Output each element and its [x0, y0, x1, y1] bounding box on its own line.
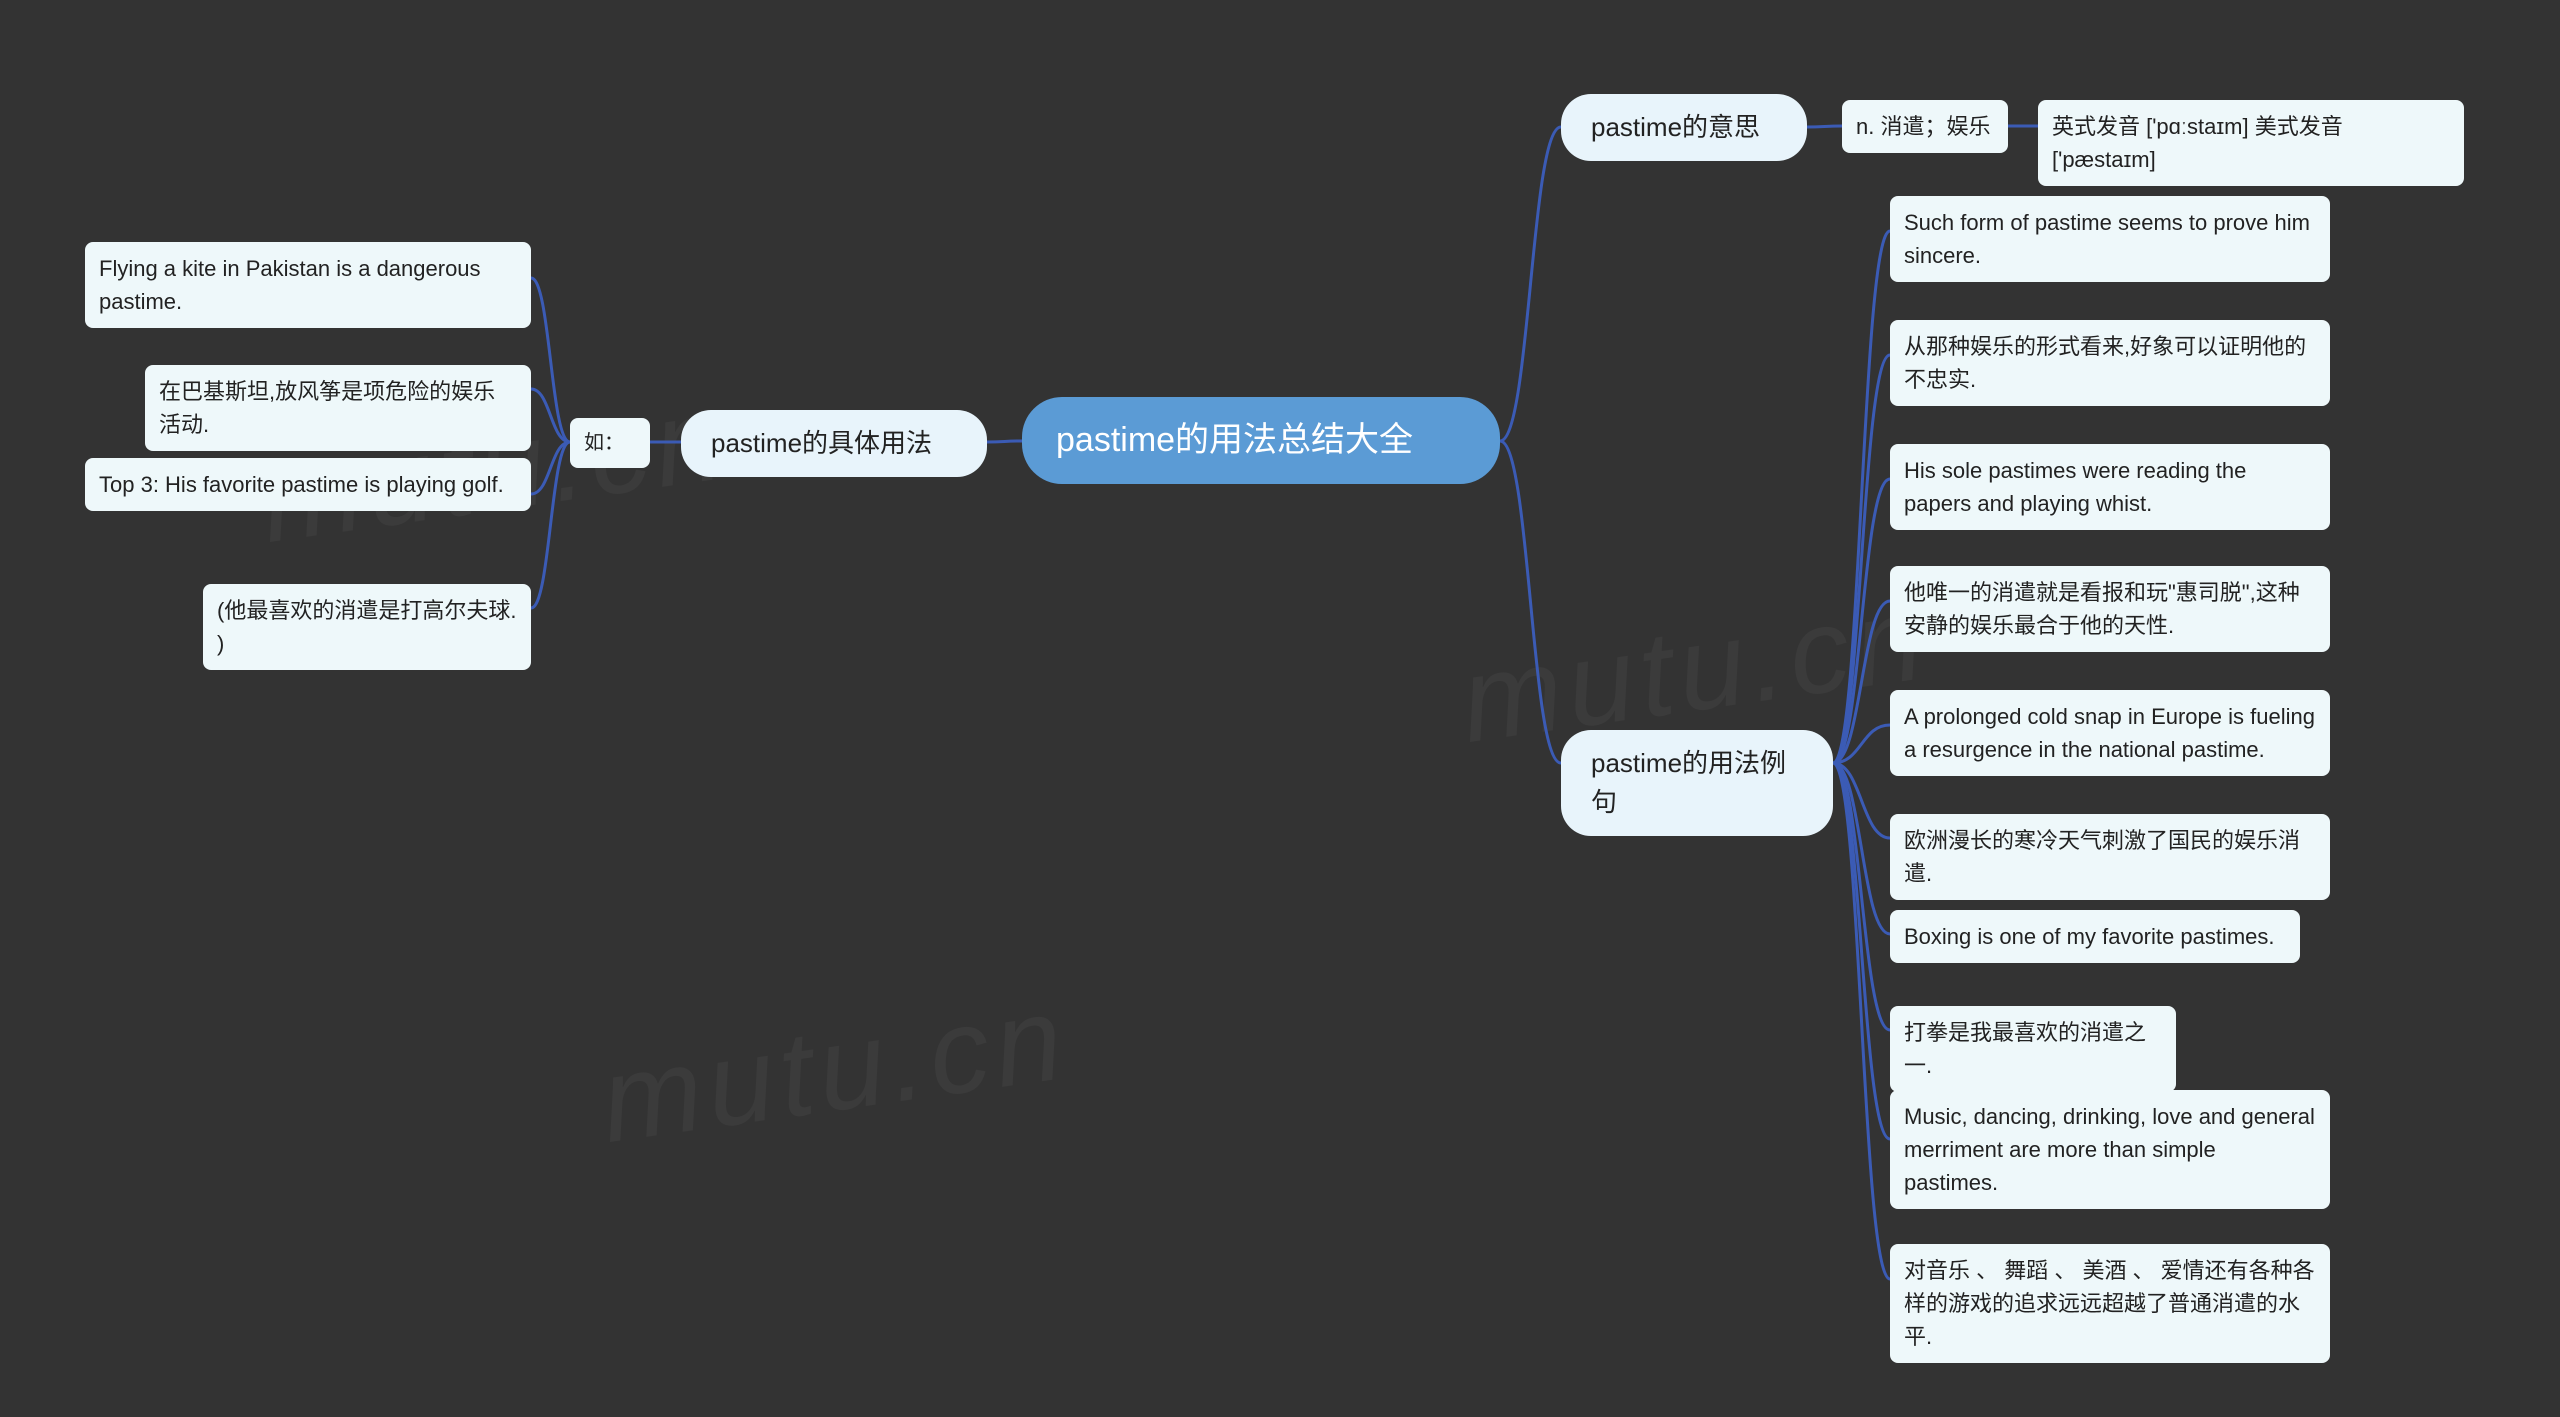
leaf-ex-6: 欧洲漫长的寒冷天气刺激了国民的娱乐消遣.	[1890, 814, 2330, 900]
leaf-meaning-2: 英式发音 ['pɑːstaɪm] 美式发音 ['pæstaɪm]	[2038, 100, 2464, 186]
leaf-usage-4: (他最喜欢的消遣是打高尔夫球. )	[203, 584, 531, 670]
branch-examples: pastime的用法例句	[1561, 730, 1833, 836]
leaf-usage-3: Top 3: His favorite pastime is playing g…	[85, 458, 531, 511]
mindmap-canvas: mutu.cn mutu.cn mutu.cn pastime的用法总结大全 p…	[0, 0, 2560, 1417]
watermark: mutu.cn	[593, 968, 1077, 1170]
leaf-ex-1: Such form of pastime seems to prove him …	[1890, 196, 2330, 282]
leaf-ex-7: Boxing is one of my favorite pastimes.	[1890, 910, 2300, 963]
leaf-meaning-1: n. 消遣；娱乐	[1842, 100, 2008, 153]
leaf-usage-sub: 如：	[570, 418, 650, 468]
leaf-ex-2: 从那种娱乐的形式看来,好象可以证明他的不忠实.	[1890, 320, 2330, 406]
leaf-ex-8: 打拳是我最喜欢的消遣之一.	[1890, 1006, 2176, 1092]
leaf-ex-3: His sole pastimes were reading the paper…	[1890, 444, 2330, 530]
leaf-ex-9: Music, dancing, drinking, love and gener…	[1890, 1090, 2330, 1209]
leaf-usage-2: 在巴基斯坦,放风筝是项危险的娱乐活动.	[145, 365, 531, 451]
root-node: pastime的用法总结大全	[1022, 397, 1500, 484]
leaf-usage-1: Flying a kite in Pakistan is a dangerous…	[85, 242, 531, 328]
leaf-ex-5: A prolonged cold snap in Europe is fueli…	[1890, 690, 2330, 776]
branch-usage: pastime的具体用法	[681, 410, 987, 477]
leaf-ex-10: 对音乐 、 舞蹈 、 美酒 、 爱情还有各种各样的游戏的追求远远超越了普通消遣的…	[1890, 1244, 2330, 1363]
branch-meaning: pastime的意思	[1561, 94, 1807, 161]
leaf-ex-4: 他唯一的消遣就是看报和玩"惠司脱",这种安静的娱乐最合于他的天性.	[1890, 566, 2330, 652]
